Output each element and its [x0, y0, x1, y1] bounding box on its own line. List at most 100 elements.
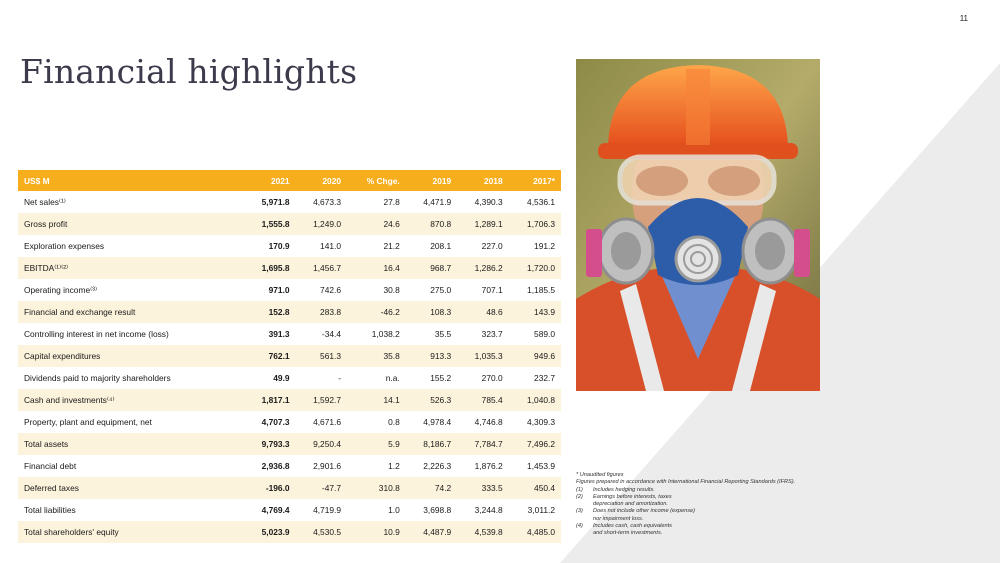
cell-2019: 3,698.8: [423, 505, 452, 515]
worker-photo: [576, 59, 820, 391]
row-label: Gross profit: [18, 213, 243, 235]
footnotes: * Unaudited figures Figures prepared in …: [576, 472, 836, 538]
cell-2017: 1,453.9: [527, 461, 555, 471]
cell-2018: 707.1: [481, 285, 503, 295]
cell-2021: 152.8: [242, 301, 294, 323]
table-row: Dividends paid to majority shareholders 4…: [18, 367, 561, 389]
cell-2018: 1,289.1: [455, 213, 507, 235]
cell-2021: 49.9: [273, 373, 290, 383]
row-label: Financial and exchange result: [18, 301, 243, 323]
header-2021: 2021: [242, 170, 294, 191]
financial-table: US$ M 2021 2020 % Chge. 2019 2018 2017* …: [18, 170, 561, 543]
cell-2017: 450.4: [506, 477, 561, 499]
page-number: 11: [959, 14, 968, 23]
table-row: Capital expenditures 762.1 561.3 35.8 913.3 1…: [18, 345, 561, 367]
header-2018: 2018: [455, 170, 507, 191]
row-label: Operating income⁽³⁾: [24, 285, 98, 295]
cell-2017: 143.9: [506, 301, 561, 323]
cell-2019: 2,226.3: [423, 461, 452, 471]
row-label: Financial debt: [24, 461, 77, 471]
row-label: Total liabilities: [24, 505, 76, 515]
cell-2020: 2,901.6: [313, 461, 342, 471]
footnote-text: Does not include other income (expense) …: [593, 508, 695, 522]
table-row: Property, plant and equipment, net 4,707.…: [18, 411, 561, 433]
cell-2017: 1,040.8: [506, 389, 561, 411]
cell-2019: 4,471.9: [423, 197, 452, 207]
header-change: % Chge.: [345, 170, 404, 191]
row-label: Deferred taxes: [18, 477, 243, 499]
cell-2019: 108.3: [403, 301, 456, 323]
cell-2021: 2,936.8: [261, 461, 290, 471]
cell-2021: 971.0: [268, 285, 290, 295]
cell-2021: 4,707.3: [261, 417, 290, 427]
footnote-ifrs: Figures prepared in accordance with Inte…: [576, 479, 796, 486]
header-unit: US$ M: [18, 170, 243, 191]
footnote-item: (3) Does not include other income (expen…: [576, 508, 836, 523]
cell-2017: 191.2: [534, 241, 555, 251]
cell-chge: 30.8: [383, 285, 400, 295]
cell-2020: 4,530.5: [293, 521, 346, 543]
table-row: Total liabilities 4,769.4 4,719.9 1.0 3,698.…: [18, 499, 561, 521]
cell-2021: 1,695.8: [242, 257, 294, 279]
cell-chge: 35.8: [345, 345, 404, 367]
footnote-item: (1) Includes hedging results.: [576, 487, 836, 494]
cell-2018: 323.7: [481, 329, 503, 339]
cell-2017: 4,536.1: [527, 197, 555, 207]
footnote-text: Includes cash, cash equivalents and shor…: [593, 523, 672, 537]
footnote-marker: (1): [576, 486, 583, 493]
cell-2018: 7,784.7: [455, 433, 507, 455]
cell-chge: 0.8: [388, 417, 400, 427]
table-row: Financial and exchange result 152.8 283.8-…: [18, 301, 561, 323]
table-row: Gross profit 1,555.8 1,249.0 24.6 870.8 1,289…: [18, 213, 561, 235]
cell-2019: 35.5: [434, 329, 452, 339]
row-label: Capital expenditures: [18, 345, 243, 367]
cell-chge: 27.8: [383, 197, 400, 207]
cell-2017: 4,309.3: [527, 417, 555, 427]
table-row: Deferred taxes -196.0 -47.7 310.8 74.2 333.5 4…: [18, 477, 561, 499]
cell-2018: 48.6: [455, 301, 507, 323]
cell-2018: 4,390.3: [474, 197, 503, 207]
cell-2020: 1,456.7: [293, 257, 346, 279]
cell-2020: 283.8: [293, 301, 346, 323]
cell-2019: 275.0: [430, 285, 452, 295]
cell-2018: 1,035.3: [455, 345, 507, 367]
cell-2021: 4,769.4: [261, 505, 290, 515]
table-row: Cash and investments⁽⁴⁾ 1,817.1 1,592.7 14.…: [18, 389, 561, 411]
cell-2021: 1,817.1: [242, 389, 294, 411]
row-label: Exploration expenses: [24, 241, 105, 251]
cell-2017: 7,496.2: [506, 433, 561, 455]
cell-chge: 16.4: [345, 257, 404, 279]
cell-2020: -47.7: [293, 477, 346, 499]
cell-chge: 1.2: [388, 461, 400, 471]
table-row: EBITDA⁽¹⁾⁽²⁾ 1,695.8 1,456.7 16.4 968.7 1,286…: [18, 257, 561, 279]
table-header-row: US$ M 2021 2020 % Chge. 2019 2018 2017*: [18, 170, 561, 191]
cell-chge: 310.8: [345, 477, 404, 499]
cell-2019: 208.1: [430, 241, 452, 251]
cell-2020: 9,250.4: [293, 433, 346, 455]
cell-2017: 4,485.0: [506, 521, 561, 543]
table-row: Exploration expenses 170.9 141.0 21.2 208.1 2…: [18, 235, 561, 257]
cell-2021: 5,023.9: [242, 521, 294, 543]
header-2019: 2019: [403, 170, 456, 191]
cell-2019: 913.3: [403, 345, 456, 367]
footnote-item: (4) Includes cash, cash equivalents and …: [576, 523, 836, 538]
cell-2020: 1,592.7: [293, 389, 346, 411]
cell-2019: 968.7: [403, 257, 456, 279]
cell-2020: -: [338, 373, 342, 383]
row-label: Dividends paid to majority shareholders: [24, 373, 171, 383]
footnote-item: (2) Earnings before interests, taxes dep…: [576, 494, 836, 509]
cell-2017: 589.0: [534, 329, 555, 339]
cell-2017: 3,011.2: [527, 505, 555, 515]
cell-chge: 1,038.2: [371, 329, 400, 339]
cell-2020: 4,671.6: [313, 417, 342, 427]
cell-2018: 3,244.8: [474, 505, 503, 515]
cell-2018: 4,746.8: [474, 417, 503, 427]
cell-chge: 10.9: [345, 521, 404, 543]
cell-2021: 391.3: [268, 329, 290, 339]
cell-2021: 1,555.8: [242, 213, 294, 235]
cell-2018: 1,876.2: [474, 461, 503, 471]
cell-2019: 870.8: [403, 213, 456, 235]
cell-2017: 232.7: [534, 373, 555, 383]
cell-2019: 526.3: [403, 389, 456, 411]
cell-2020: 4,719.9: [313, 505, 342, 515]
